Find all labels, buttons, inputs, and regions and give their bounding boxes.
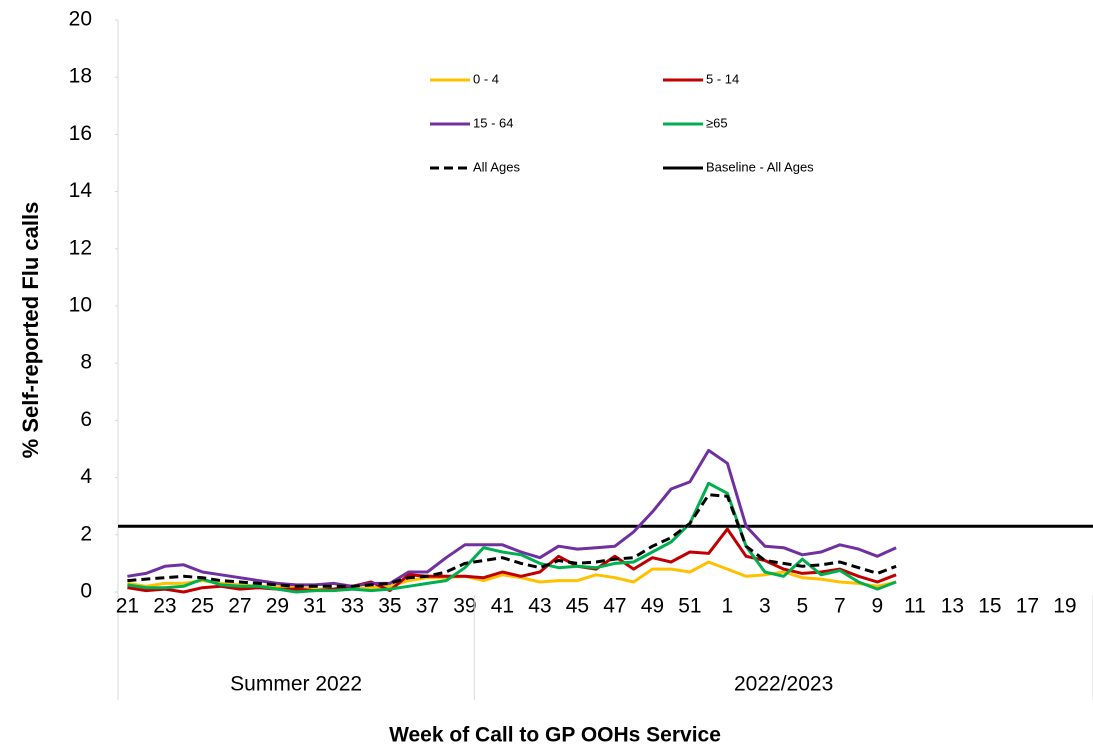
x-tick-label: 7 — [834, 595, 846, 618]
x-tick-label: 25 — [191, 595, 214, 618]
x-axis-title: Week of Call to GP OOHs Service — [389, 724, 721, 747]
legend-label: Baseline - All Ages — [706, 159, 814, 174]
legend-label: All Ages — [473, 159, 520, 174]
x-tick-label: 17 — [1016, 595, 1039, 618]
x-tick-label: 1 — [722, 595, 734, 618]
x-tick-label: 21 — [116, 595, 139, 618]
y-tick-label: 12 — [69, 236, 92, 259]
x-tick-label: 45 — [566, 595, 589, 618]
x-tick-label: 31 — [303, 595, 326, 618]
group-label: Summer 2022 — [230, 673, 362, 696]
y-tick-label: 10 — [69, 294, 92, 317]
series-line — [127, 527, 897, 594]
x-tick-label: 47 — [603, 595, 626, 618]
x-tick-label: 19 — [1053, 595, 1076, 618]
y-axis-title: % Self-reported Flu calls — [18, 202, 43, 459]
y-tick-label: 16 — [69, 122, 92, 145]
y-tick-label: 8 — [80, 351, 92, 374]
series-line — [127, 493, 897, 588]
series-line — [127, 481, 897, 594]
group-label: 2022/2023 — [734, 673, 833, 696]
legend-label: ≥65 — [706, 115, 728, 130]
legend-label: 5 - 14 — [706, 71, 739, 86]
y-tick-label: 18 — [69, 65, 92, 88]
x-tick-label: 35 — [378, 595, 401, 618]
legend-label: 15 - 64 — [473, 115, 513, 130]
x-tick-label: 43 — [528, 595, 551, 618]
x-tick-label: 9 — [872, 595, 884, 618]
y-tick-label: 6 — [80, 408, 92, 431]
series-line — [127, 448, 897, 588]
x-tick-label: 37 — [416, 595, 439, 618]
x-tick-label: 11 — [904, 595, 926, 618]
x-tick-label: 33 — [341, 595, 364, 618]
y-tick-label: 14 — [69, 179, 93, 202]
x-tick-label: 51 — [678, 595, 701, 618]
y-tick-label: 20 — [69, 8, 92, 31]
x-tick-label: 39 — [453, 595, 476, 618]
y-tick-label: 2 — [80, 522, 92, 545]
x-tick-label: 23 — [153, 595, 176, 618]
x-tick-label: 29 — [266, 595, 289, 618]
x-tick-label: 41 — [491, 595, 514, 618]
y-tick-label: 4 — [80, 465, 92, 488]
x-tick-label: 5 — [797, 595, 809, 618]
x-tick-label: 13 — [941, 595, 964, 618]
y-tick-label: 0 — [80, 580, 92, 603]
x-tick-label: 15 — [978, 595, 1001, 618]
x-tick-label: 27 — [228, 595, 251, 618]
legend-label: 0 - 4 — [473, 71, 499, 86]
x-tick-label: 3 — [759, 595, 771, 618]
x-tick-label: 49 — [641, 595, 664, 618]
